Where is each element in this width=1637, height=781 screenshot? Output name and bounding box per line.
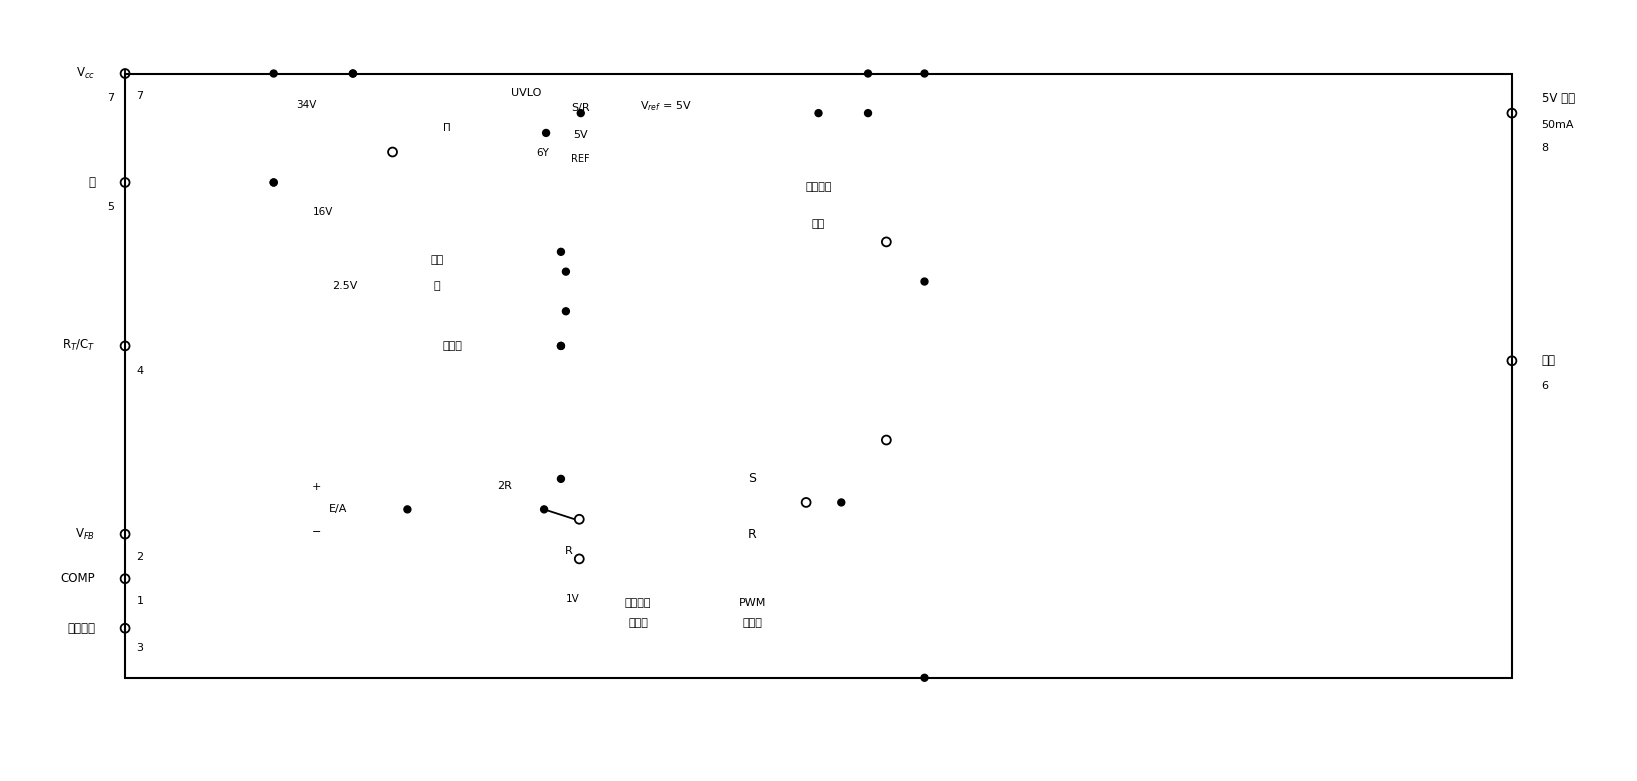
Polygon shape [417, 497, 440, 521]
Text: 6Y: 6Y [537, 148, 548, 158]
Circle shape [540, 506, 547, 513]
Polygon shape [450, 497, 475, 521]
Text: R$_T$/C$_T$: R$_T$/C$_T$ [62, 338, 95, 354]
Text: 5V 基准: 5V 基准 [1542, 92, 1575, 105]
Circle shape [838, 499, 845, 506]
Text: 1: 1 [136, 597, 144, 607]
Circle shape [558, 342, 565, 349]
Text: −: − [313, 526, 321, 537]
Circle shape [404, 506, 411, 513]
Text: 锁存器: 锁存器 [742, 619, 763, 628]
Bar [702, 440, 802, 579]
Text: 输出: 输出 [1542, 355, 1555, 367]
Text: 7: 7 [106, 93, 115, 103]
Text: 8: 8 [1542, 143, 1549, 153]
Polygon shape [584, 500, 683, 579]
Text: +: + [313, 482, 321, 492]
Circle shape [563, 268, 570, 275]
Text: 1V: 1V [566, 594, 579, 604]
Text: V$_{FB}$: V$_{FB}$ [75, 526, 95, 542]
Circle shape [558, 476, 565, 483]
Text: 2.5V: 2.5V [332, 281, 359, 291]
Text: 5: 5 [106, 202, 113, 212]
Polygon shape [853, 88, 884, 118]
Text: V$_{cc}$: V$_{cc}$ [77, 66, 95, 81]
Text: 振荡器: 振荡器 [442, 341, 462, 351]
Bar [750, 153, 887, 251]
Text: 电流测定: 电流测定 [67, 622, 95, 635]
Circle shape [270, 70, 277, 77]
Bar [383, 312, 521, 380]
Circle shape [558, 248, 565, 255]
Text: R: R [748, 528, 756, 540]
Text: 负载: 负载 [812, 219, 825, 229]
Polygon shape [278, 460, 388, 559]
Circle shape [815, 109, 822, 116]
Bar [532, 534, 557, 569]
Text: REF: REF [571, 154, 589, 164]
Text: 34V: 34V [296, 100, 318, 110]
Polygon shape [530, 589, 558, 608]
Text: 6: 6 [1542, 380, 1549, 390]
Circle shape [922, 278, 928, 285]
Text: S/R: S/R [571, 103, 589, 113]
Text: 降压: 降压 [431, 255, 444, 265]
Text: 比较器: 比较器 [629, 619, 648, 628]
Text: 5V: 5V [573, 130, 588, 140]
Text: 4: 4 [136, 366, 144, 376]
Text: 3: 3 [136, 643, 144, 653]
Text: 16V: 16V [313, 207, 334, 217]
Circle shape [558, 342, 565, 349]
Circle shape [270, 179, 277, 186]
Text: 2R: 2R [498, 480, 512, 490]
Polygon shape [257, 95, 290, 130]
Circle shape [349, 70, 357, 77]
Polygon shape [408, 98, 496, 168]
Text: PWM: PWM [738, 598, 766, 608]
Circle shape [563, 308, 570, 315]
Bar [532, 84, 630, 173]
Bar [124, 73, 1513, 678]
Text: UVLO: UVLO [511, 88, 542, 98]
Circle shape [542, 130, 550, 137]
Circle shape [922, 674, 928, 681]
Circle shape [349, 70, 357, 77]
Text: 内部偏置: 内部偏置 [805, 183, 832, 192]
Text: 地: 地 [88, 176, 95, 189]
Text: V$_{ref}$ = 5V: V$_{ref}$ = 5V [640, 99, 692, 113]
Circle shape [922, 70, 928, 77]
Circle shape [270, 179, 277, 186]
Bar [480, 495, 529, 523]
Text: COMP: COMP [61, 572, 95, 585]
Text: 电流测定: 电流测定 [625, 598, 652, 608]
Circle shape [864, 70, 871, 77]
Circle shape [864, 109, 871, 116]
Circle shape [578, 109, 584, 116]
Polygon shape [378, 217, 486, 326]
Text: Π: Π [444, 123, 450, 133]
Text: 2: 2 [136, 552, 144, 562]
Text: 50mA: 50mA [1542, 120, 1575, 130]
Text: E/A: E/A [329, 505, 347, 515]
Text: S: S [748, 473, 756, 485]
Text: R: R [565, 547, 573, 557]
Text: 7: 7 [136, 91, 144, 102]
Text: 器: 器 [434, 281, 440, 291]
